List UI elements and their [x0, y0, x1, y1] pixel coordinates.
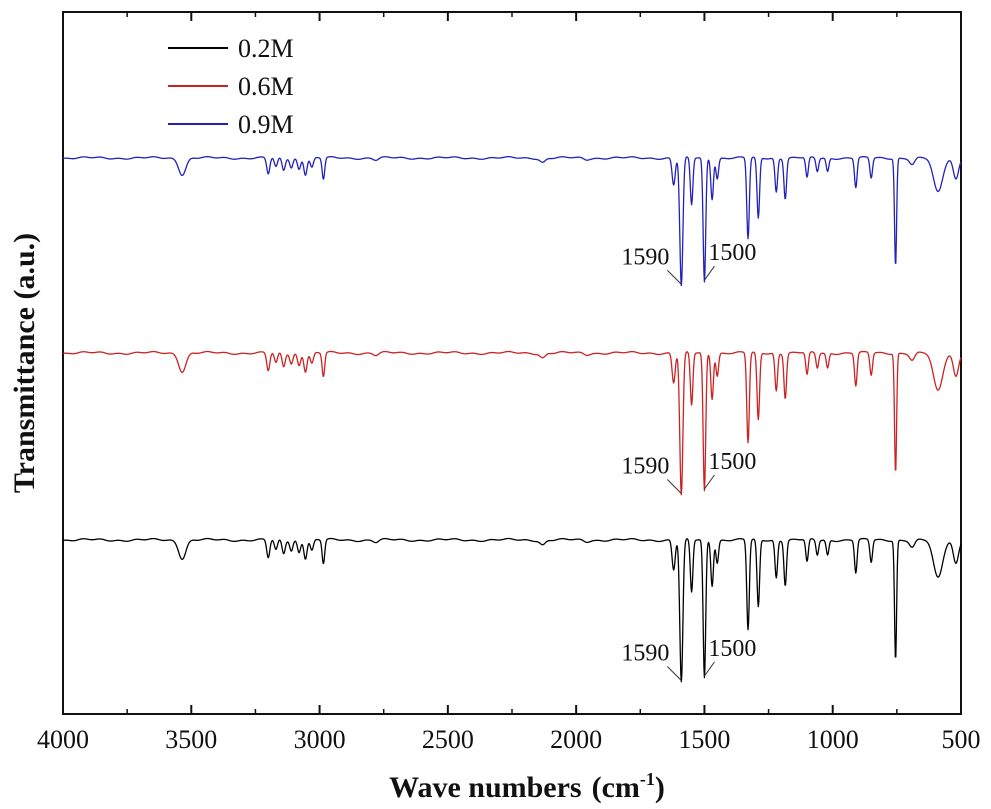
series-line-0-6M — [62, 350, 962, 496]
series-line-0-9M — [62, 155, 962, 287]
annotation-arrow — [666, 269, 682, 285]
legend-label: 0.9M — [238, 110, 294, 139]
legend: 0.2M 0.6M 0.9M — [168, 34, 294, 139]
x-tick-label: 3500 — [165, 725, 217, 754]
x-tick-label: 2000 — [550, 725, 602, 754]
x-tick-label: 4000 — [37, 725, 89, 754]
series-line-0-2M — [62, 537, 962, 683]
spectra-series — [62, 155, 962, 683]
annotation-arrow — [704, 661, 715, 677]
annotation-arrow — [704, 265, 715, 281]
x-tick-label: 3000 — [294, 725, 346, 754]
x-axis-label-unit: (cm — [592, 771, 640, 804]
x-axis-ticks — [62, 12, 962, 714]
annotation-label: 1500 — [708, 240, 756, 266]
annotation-label: 1590 — [621, 641, 669, 667]
legend-label: 0.6M — [238, 72, 294, 101]
x-tick-label: 1000 — [807, 725, 859, 754]
annotation-label: 1500 — [708, 636, 756, 662]
x-tick-label: 2500 — [422, 725, 474, 754]
x-axis-label-unit-close: ) — [655, 771, 665, 804]
y-axis-label: Transmittance (a.u.) — [8, 233, 41, 493]
annotation-label: 1500 — [708, 449, 756, 475]
x-tick-label: 1500 — [678, 725, 730, 754]
annotation-arrow — [666, 479, 682, 494]
x-axis-label-main: Wave numbers — [389, 771, 582, 804]
x-axis-tick-labels: 4000 3500 3000 2500 2000 1500 1000 500 — [37, 725, 981, 754]
legend-label: 0.2M — [238, 34, 294, 63]
annotation-arrow — [704, 474, 715, 490]
annotation-label: 1590 — [621, 244, 669, 270]
peak-annotations: 1590 1500 1590 1500 1590 1500 — [621, 240, 756, 681]
annotation-label: 1590 — [621, 454, 669, 480]
annotation-arrow — [666, 666, 682, 681]
x-tick-label: 500 — [942, 725, 981, 754]
x-axis-label-unit-exponent: -1 — [640, 769, 655, 789]
x-axis-label: Wave numbers (cm-1) — [389, 769, 665, 804]
